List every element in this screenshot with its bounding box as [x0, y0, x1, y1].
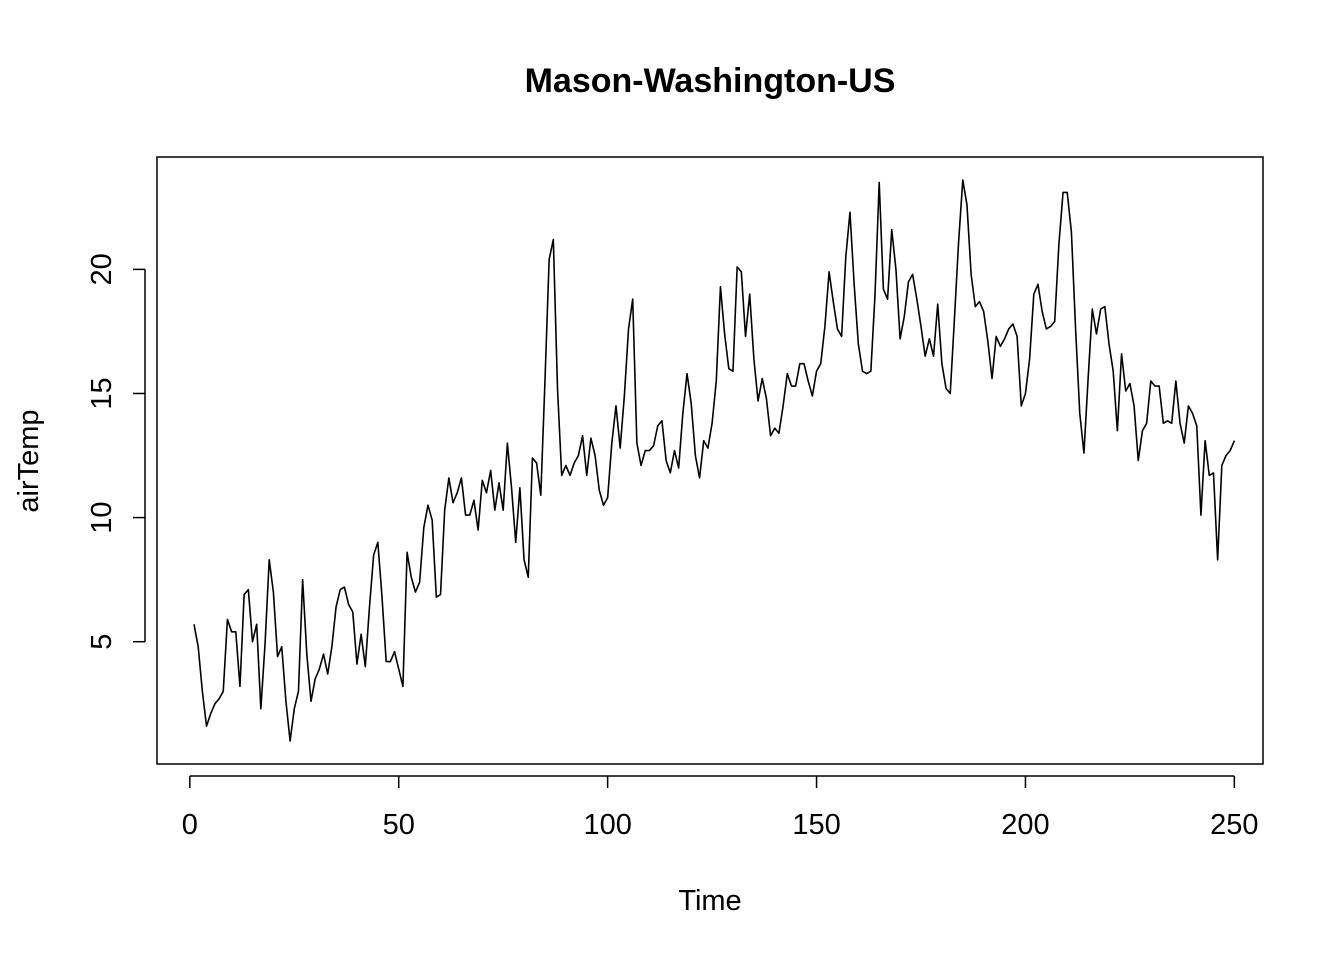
plot-frame [156, 156, 1264, 765]
y-tick-label: 5 [86, 634, 118, 650]
x-tick-label: 0 [182, 809, 198, 841]
x-tick-label: 50 [383, 809, 415, 841]
chart-title: Mason-Washington-US [525, 62, 896, 100]
y-axis-label: airTemp [13, 409, 45, 512]
y-axis: 5 10 15 20 [86, 253, 146, 650]
y-tick-label: 15 [86, 377, 118, 409]
x-axis-label: Time [678, 885, 741, 917]
x-tick-label: 150 [792, 809, 840, 841]
x-axis: 0 50 100 150 200 250 [182, 775, 1259, 841]
x-tick-label: 100 [583, 809, 631, 841]
x-tick-label: 250 [1210, 809, 1258, 841]
x-tick-label: 200 [1001, 809, 1049, 841]
y-tick-label: 20 [86, 253, 118, 285]
data-layer [193, 179, 1236, 742]
series-line [193, 179, 1236, 742]
y-tick-label: 10 [86, 501, 118, 533]
